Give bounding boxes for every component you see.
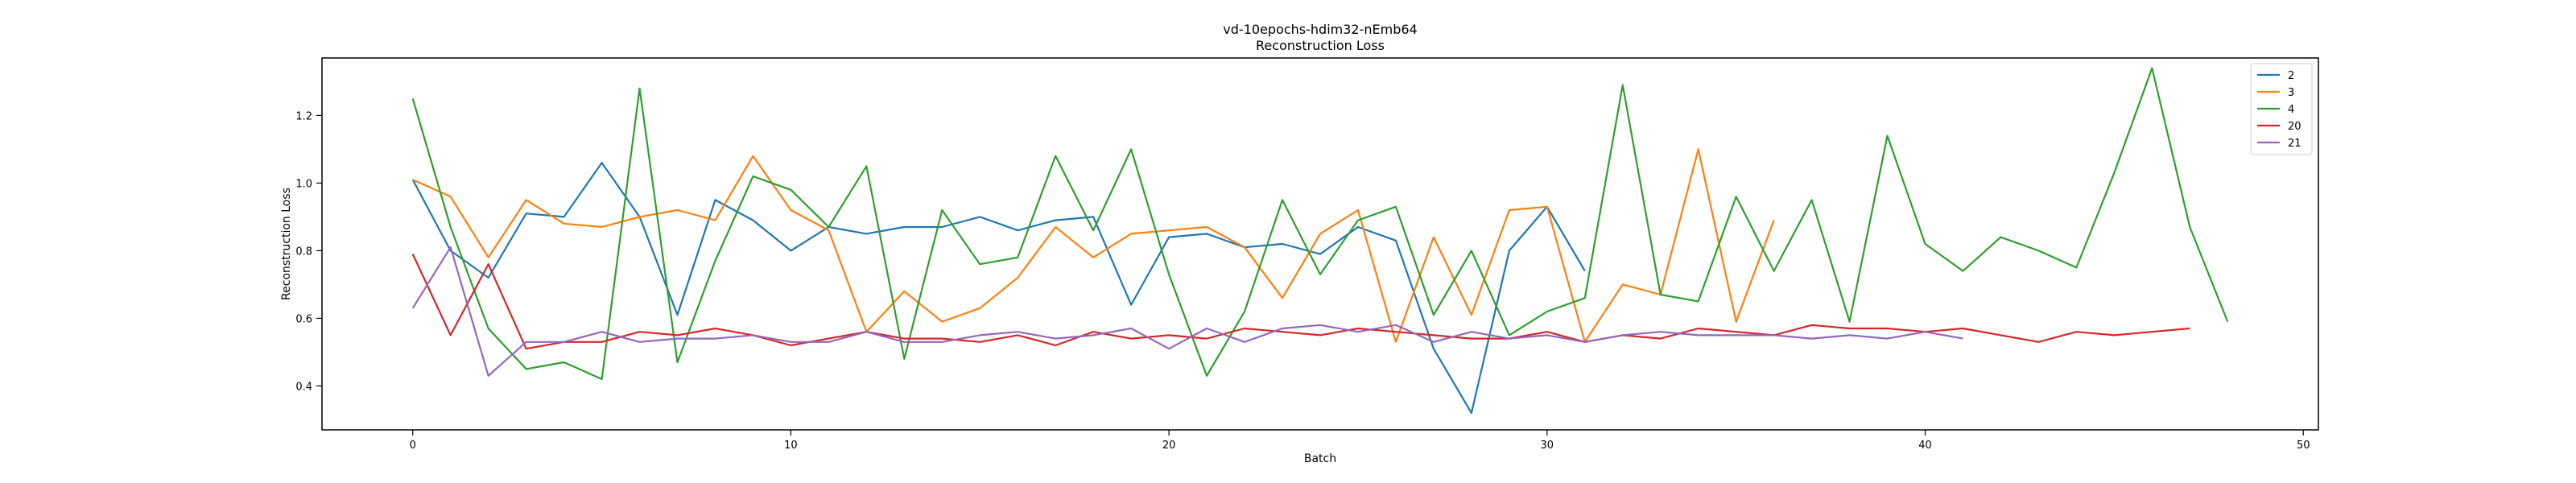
legend-label-2: 2 [2288, 70, 2294, 82]
series-line-4 [411, 67, 2229, 381]
y-tick-label: 0.4 [295, 381, 312, 393]
chart-subtitle: Reconstruction Loss [1256, 38, 1385, 53]
legend: 2 3 4 20 21 [2250, 63, 2313, 155]
legend-label-20: 20 [2288, 121, 2301, 133]
legend-label-3: 3 [2288, 87, 2294, 99]
legend-label-4: 4 [2288, 104, 2294, 116]
x-axis-label: Batch [1304, 452, 1336, 465]
series-line-2 [411, 162, 1586, 415]
x-tick-label: 0 [410, 440, 416, 452]
y-tick-label: 1.0 [295, 178, 312, 190]
x-tick-label: 50 [2297, 440, 2310, 452]
x-tick-label: 30 [1541, 440, 1554, 452]
series-line-3 [412, 148, 1775, 343]
series-line-21 [411, 246, 1963, 377]
x-tick-label: 20 [1162, 440, 1176, 452]
legend-label-21: 21 [2288, 138, 2301, 150]
y-axis: 0.4 0.6 0.8 1.0 1.2 [295, 110, 322, 393]
legend-box [2250, 63, 2313, 155]
plot-frame [321, 57, 2319, 431]
series-line-20 [411, 254, 2190, 350]
plot-lines [411, 67, 2229, 415]
y-axis-label: Reconstruction Loss [280, 188, 293, 300]
chart-title: vd-10epochs-hdim32-nEmb64 [1223, 22, 1417, 37]
x-tick-label: 10 [784, 440, 798, 452]
y-tick-label: 0.8 [295, 246, 312, 258]
x-tick-label: 40 [1918, 440, 1932, 452]
y-tick-label: 0.6 [295, 313, 312, 325]
x-axis: 0 10 20 30 40 50 [410, 430, 2310, 452]
y-tick-label: 1.2 [295, 110, 312, 122]
